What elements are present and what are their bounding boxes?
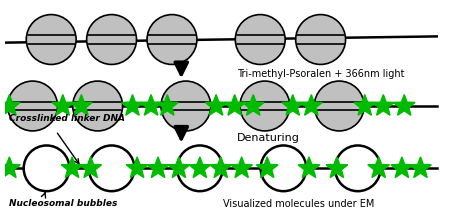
Ellipse shape [26, 15, 76, 64]
Ellipse shape [87, 15, 137, 64]
Polygon shape [126, 157, 148, 178]
Polygon shape [282, 95, 304, 115]
Polygon shape [140, 95, 162, 115]
Polygon shape [326, 157, 348, 178]
Text: Nucleosomal bubbles: Nucleosomal bubbles [9, 199, 118, 208]
Polygon shape [301, 95, 322, 115]
Polygon shape [256, 157, 278, 178]
Polygon shape [0, 95, 20, 115]
Text: Visualized molecules under EM: Visualized molecules under EM [223, 199, 374, 209]
Ellipse shape [296, 15, 346, 64]
Polygon shape [168, 157, 190, 178]
Polygon shape [368, 157, 390, 178]
Polygon shape [205, 95, 227, 115]
Polygon shape [391, 157, 413, 178]
Polygon shape [231, 157, 253, 178]
Polygon shape [242, 95, 264, 115]
Ellipse shape [147, 15, 197, 64]
Polygon shape [156, 95, 178, 115]
Ellipse shape [24, 145, 69, 191]
Ellipse shape [161, 81, 211, 131]
Polygon shape [224, 95, 246, 115]
Polygon shape [52, 95, 73, 115]
Polygon shape [147, 157, 169, 178]
Polygon shape [61, 157, 83, 178]
Polygon shape [122, 95, 143, 115]
Ellipse shape [235, 15, 285, 64]
Polygon shape [80, 157, 101, 178]
Ellipse shape [240, 81, 290, 131]
Polygon shape [0, 157, 20, 178]
Polygon shape [393, 95, 415, 115]
Polygon shape [298, 157, 320, 178]
Polygon shape [354, 95, 375, 115]
Text: Tri-methyl-Psoralen + 366nm light: Tri-methyl-Psoralen + 366nm light [237, 69, 404, 79]
Ellipse shape [177, 145, 223, 191]
Polygon shape [410, 157, 431, 178]
Polygon shape [71, 95, 92, 115]
Polygon shape [189, 157, 211, 178]
Ellipse shape [314, 81, 364, 131]
Polygon shape [373, 95, 394, 115]
Ellipse shape [261, 145, 306, 191]
Polygon shape [210, 157, 232, 178]
Ellipse shape [335, 145, 381, 191]
Text: Crosslinked linker DNA: Crosslinked linker DNA [9, 114, 126, 123]
Ellipse shape [73, 81, 123, 131]
Ellipse shape [89, 145, 135, 191]
Text: Denaturing: Denaturing [237, 133, 300, 143]
Ellipse shape [8, 81, 57, 131]
